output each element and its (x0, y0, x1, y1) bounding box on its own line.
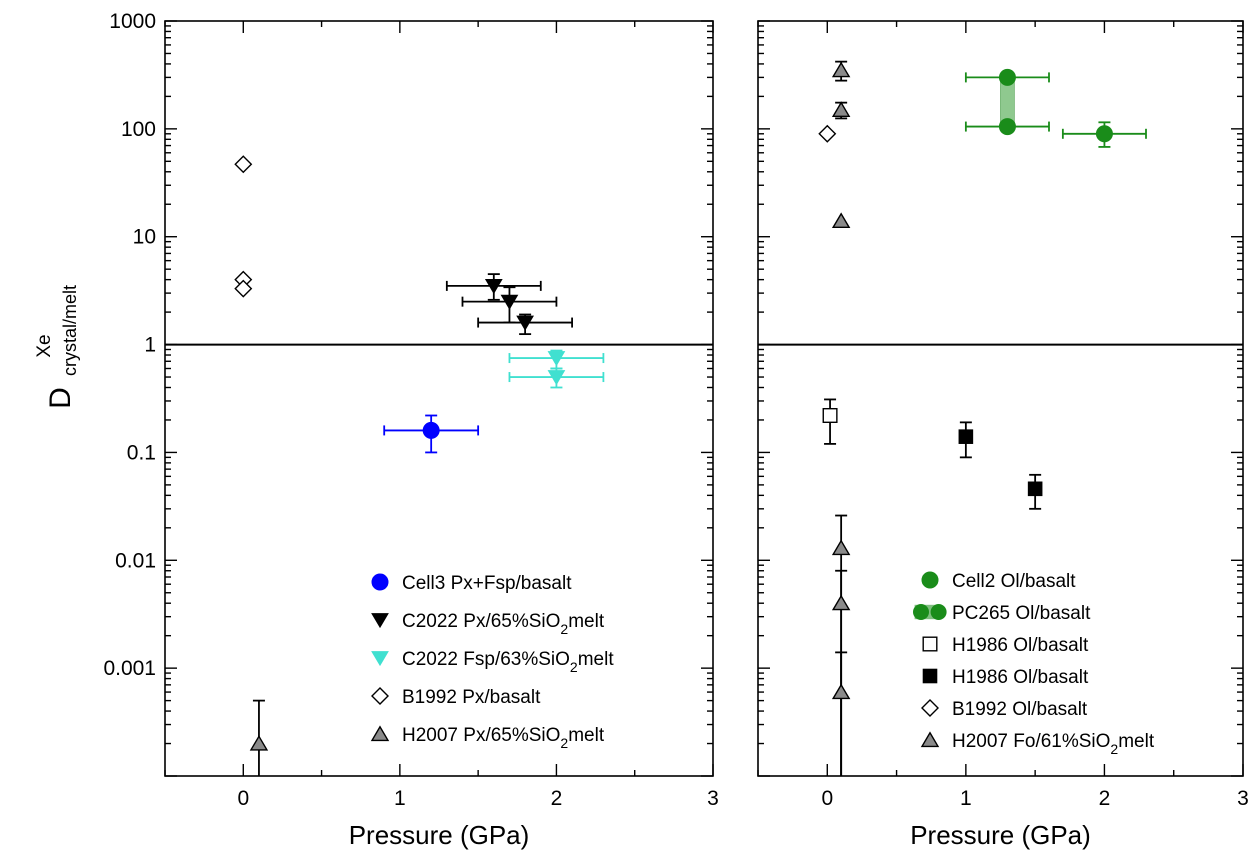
legend-marker (922, 668, 938, 684)
legend-label: Cell2 Ol/basalt (952, 571, 1076, 592)
legend-label-part: H2007 Px/65%SiO (402, 725, 560, 746)
x-tick-label: 0 (237, 787, 249, 810)
panel-left: 1000 100 10 1 0.1 0.01 0.001 0 1 2 3 Pressure (GPa)… (103, 10, 718, 850)
y-tick-label: 100 (121, 118, 156, 141)
legend-marker (920, 731, 940, 748)
data-point (422, 421, 440, 439)
data-point (547, 351, 566, 367)
data-point (998, 68, 1016, 86)
data-point (500, 294, 519, 310)
data-point (818, 124, 837, 143)
data-point (831, 594, 851, 611)
series-3 (958, 421, 1043, 510)
legend-label-part: melt (568, 725, 605, 746)
legend-label-part: melt (578, 649, 615, 670)
x-axis-title: Pressure (GPa) (910, 820, 1091, 850)
series-2 (822, 398, 838, 445)
legend-label-part: C2022 Fsp/63%SiO (402, 649, 570, 670)
legend-label: C2022 Px/65%SiO2melt (402, 611, 605, 637)
legend-label: H2007 Fo/61%SiO2melt (952, 731, 1155, 757)
legend-label: PC265 Ol/basalt (952, 603, 1091, 624)
data-point (516, 315, 534, 331)
legend-label: H2007 Px/65%SiO2melt (402, 725, 605, 751)
legend-label-part: C2022 Px/65%SiO (402, 611, 560, 632)
data-point (547, 370, 566, 386)
series-5 (831, 60, 851, 776)
y-axis-title-main: D (44, 387, 77, 409)
data-point (831, 212, 851, 229)
data-point (1027, 481, 1043, 497)
x-tick-label: 2 (1099, 787, 1111, 810)
x-tick-label: 1 (394, 787, 406, 810)
data-point (822, 407, 838, 423)
legend-label: C2022 Fsp/63%SiO2melt (402, 649, 614, 675)
data-point (831, 101, 851, 117)
data-point (234, 155, 253, 174)
x-tick-label: 2 (551, 787, 563, 810)
series-0 (1061, 121, 1147, 148)
legend-label: H1986 Ol/basalt (952, 635, 1089, 656)
y-tick-label: 1000 (109, 10, 156, 33)
data-point (831, 61, 851, 78)
data-point (234, 279, 253, 298)
legend-label: Cell3 Px+Fsp/basalt (402, 573, 572, 594)
panel-right: 0 1 2 3 Pressure (GPa) Cell2 Ol/basalt PC265 O… (757, 20, 1249, 850)
series-3 (234, 155, 253, 298)
x-axis-title: Pressure (GPa) (349, 820, 530, 850)
legend: Cell2 Ol/basalt PC265 Ol/basalt H1986 Ol/b… (913, 571, 1155, 757)
legend-marker (913, 604, 929, 620)
y-tick-label: 0.01 (115, 549, 156, 572)
legend-label-part: melt (1118, 731, 1155, 752)
data-point (831, 683, 851, 700)
data-point (958, 429, 974, 444)
legend-label-part: 2 (1110, 741, 1118, 757)
data-point (831, 539, 851, 556)
data-point (484, 278, 503, 295)
legend-label: H1986 Ol/basalt (952, 667, 1089, 688)
y-tick-label: 0.001 (103, 657, 156, 680)
legend-marker-b (930, 604, 947, 620)
legend-marker (371, 573, 389, 591)
data-point (1095, 125, 1113, 143)
legend-label-part: 2 (570, 659, 578, 675)
legend-label: B1992 Px/basalt (402, 687, 541, 708)
legend-marker (371, 687, 389, 705)
legend-marker (370, 725, 390, 742)
series-4 (818, 124, 837, 143)
legend-label: B1992 Ol/basalt (952, 699, 1088, 720)
data-point (249, 734, 269, 751)
x-tick-label: 0 (821, 787, 833, 810)
y-axis-title-text: D (44, 387, 77, 409)
legend-marker (921, 571, 939, 589)
y-tick-label: 10 (133, 226, 156, 249)
y-tick-label: 0.1 (127, 441, 156, 464)
legend-label-part: melt (568, 611, 605, 632)
legend-marker (371, 613, 389, 629)
legend-label-part: 2 (560, 621, 568, 637)
y-axis-title-sub: crystal/melt (60, 285, 80, 376)
plot-frame (757, 20, 1244, 777)
plot-frame (164, 20, 714, 777)
legend-label-part: 2 (560, 735, 568, 751)
series-1 (445, 273, 573, 336)
legend-marker (922, 636, 938, 652)
y-axis-title: D Xe crystal/melt (34, 285, 80, 409)
series-2 (508, 349, 605, 389)
series-4 (249, 699, 269, 776)
series-1 (964, 68, 1050, 136)
x-tick-label: 1 (960, 787, 972, 810)
legend-label-part: H2007 Fo/61%SiO (952, 731, 1110, 752)
x-tick-label: 3 (707, 787, 719, 810)
legend-marker (371, 651, 389, 667)
legend-marker (921, 699, 939, 717)
data-point (998, 118, 1016, 136)
y-axis-title-sup: Xe (34, 334, 55, 357)
x-tick-label: 3 (1237, 787, 1249, 810)
series-0 (383, 414, 480, 454)
y-tick-label: 1 (144, 334, 156, 357)
